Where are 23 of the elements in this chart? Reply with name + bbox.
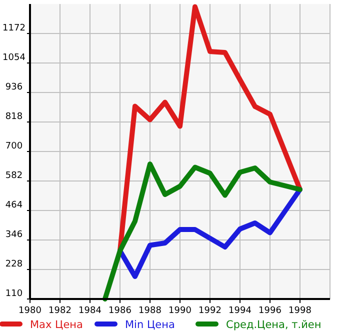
x-tick-label: 1982	[48, 306, 72, 316]
x-tick-label: 1990	[168, 306, 192, 316]
x-tick-label: 1998	[288, 306, 312, 316]
x-tick-label: 1986	[108, 306, 132, 316]
y-tick-label: 818	[5, 112, 23, 122]
x-tick-label: 1996	[258, 306, 282, 316]
x-tick-label: 1994	[228, 306, 252, 316]
legend-label: Min Цена	[125, 319, 175, 331]
y-tick-label: 1054	[2, 53, 26, 63]
legend-label: Сред.Цена, т.йен	[226, 319, 322, 331]
y-tick-label: 936	[5, 82, 23, 92]
legend-label: Max Цена	[30, 319, 83, 331]
y-tick-label: 1172	[2, 24, 26, 34]
x-tick-label: 1980	[18, 306, 42, 316]
x-tick-label: 1992	[198, 306, 222, 316]
y-tick-label: 110	[5, 289, 23, 299]
x-tick-label: 1988	[138, 306, 162, 316]
y-tick-label: 228	[5, 260, 23, 270]
x-tick-label: 1984	[78, 306, 102, 316]
y-tick-label: 582	[5, 171, 23, 181]
y-tick-label: 700	[5, 142, 23, 152]
y-tick-label: 346	[5, 230, 23, 240]
y-tick-label: 464	[5, 200, 23, 210]
